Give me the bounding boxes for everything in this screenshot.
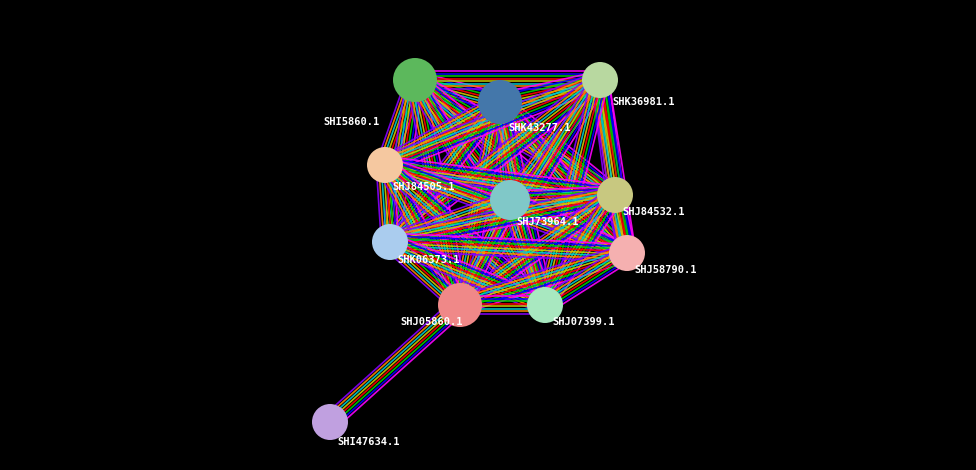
Text: SHJ73964.1: SHJ73964.1 — [516, 217, 579, 227]
Text: SHJ05860.1: SHJ05860.1 — [400, 317, 463, 327]
Circle shape — [582, 62, 618, 98]
Circle shape — [597, 177, 633, 213]
Circle shape — [312, 404, 348, 440]
Circle shape — [393, 58, 437, 102]
Text: SHK06373.1: SHK06373.1 — [397, 255, 460, 265]
Text: SHJ58790.1: SHJ58790.1 — [634, 265, 697, 275]
Circle shape — [367, 147, 403, 183]
Circle shape — [609, 235, 645, 271]
Text: SHI5860.1: SHI5860.1 — [324, 117, 380, 127]
Circle shape — [490, 180, 530, 220]
Circle shape — [438, 283, 482, 327]
Circle shape — [478, 80, 522, 124]
Text: SHJ07399.1: SHJ07399.1 — [552, 317, 615, 327]
Text: SHJ84532.1: SHJ84532.1 — [622, 207, 684, 217]
Circle shape — [527, 287, 563, 323]
Text: SHK43277.1: SHK43277.1 — [508, 123, 571, 133]
Text: SHI47634.1: SHI47634.1 — [337, 437, 399, 447]
Text: SHK36981.1: SHK36981.1 — [612, 97, 674, 107]
Text: SHJ84505.1: SHJ84505.1 — [392, 182, 455, 192]
Circle shape — [372, 224, 408, 260]
